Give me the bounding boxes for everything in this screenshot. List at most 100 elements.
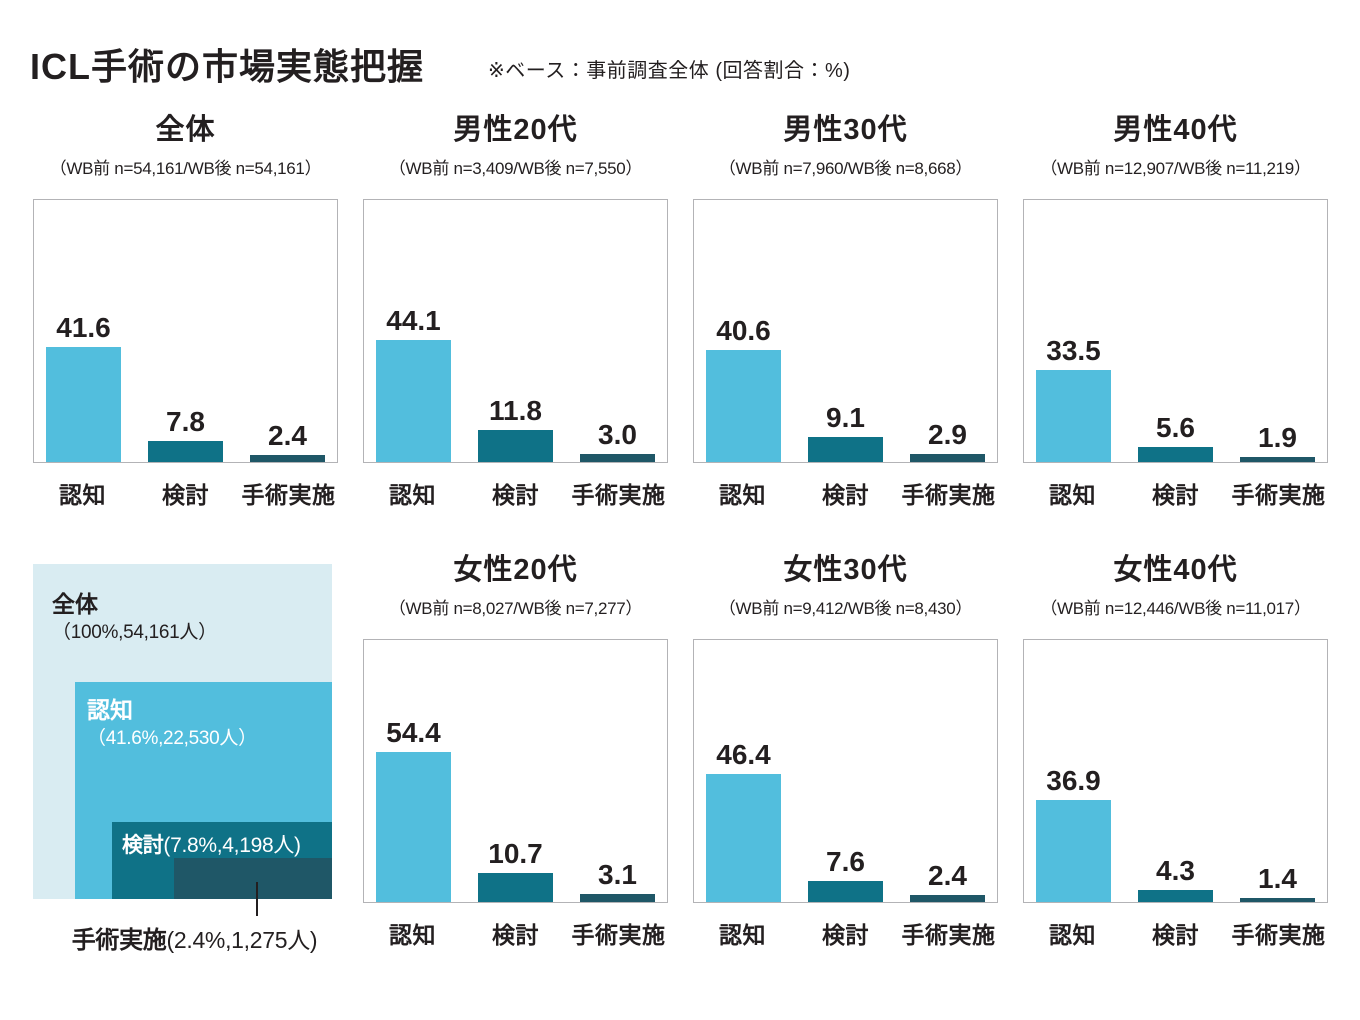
funnel-total-rect: 全体 （100%,54,161人） 認知 （41.6%,22,530人） 検討(…: [33, 564, 332, 899]
chart-female-20s: 女性20代 （WB前 n=8,027/WB後 n=7,277） 54.4 10.…: [363, 550, 668, 990]
bar-value-label: 33.5: [1046, 334, 1101, 366]
category-label-awareness: 認知: [1049, 482, 1096, 508]
funnel-total-label: 全体 （100%,54,161人）: [52, 590, 217, 645]
chart-title: 全体: [155, 114, 216, 146]
bar-value-label: 44.1: [386, 305, 441, 337]
bar-surgery: [910, 895, 985, 902]
funnel-total-title: 全体: [52, 591, 98, 617]
category-label-surgery: 手術実施: [571, 922, 666, 948]
bar-value-label: 10.7: [488, 837, 543, 869]
bar-value-label: 4.3: [1156, 855, 1195, 887]
plot-area: 33.5 5.6 1.9: [1023, 199, 1328, 463]
overall-funnel-diagram: 全体 （100%,54,161人） 認知 （41.6%,22,530人） 検討(…: [33, 564, 332, 964]
category-label-awareness: 認知: [719, 482, 766, 508]
bar-consideration: [808, 436, 883, 462]
bar-surgery: [580, 893, 655, 902]
bar-awareness: [376, 340, 451, 462]
category-label-consideration: 検討: [492, 922, 539, 948]
bar-value-label: 9.1: [826, 401, 865, 433]
chart-title: 女性20代: [453, 554, 578, 586]
bar-consideration: [808, 881, 883, 902]
bar-column: 5.6: [1138, 412, 1213, 462]
bar-column: 54.4: [376, 717, 451, 902]
bar-column: 7.8: [148, 405, 223, 462]
bar-consideration: [478, 429, 553, 462]
bar-awareness: [706, 350, 781, 462]
plot-area: 36.9 4.3 1.4: [1023, 639, 1328, 903]
bar-value-label: 46.4: [716, 739, 771, 770]
category-label-consideration: 検討: [1152, 922, 1199, 948]
bar-value-label: 2.9: [928, 419, 967, 450]
chart-female-40s: 女性40代 （WB前 n=12,446/WB後 n=11,017） 36.9 4…: [1023, 550, 1328, 990]
funnel-awareness-detail: （41.6%,22,530人）: [87, 728, 257, 749]
chart-subtitle: （WB前 n=12,446/WB後 n=11,017）: [1040, 599, 1311, 618]
bar-column: 40.6: [706, 315, 781, 462]
bar-value-label: 3.0: [598, 418, 637, 450]
bar-surgery: [580, 453, 655, 462]
chart-subtitle: （WB前 n=7,960/WB後 n=8,668）: [718, 159, 973, 178]
bar-column: 3.0: [580, 419, 655, 462]
bar-column: 46.4: [706, 739, 781, 902]
category-label-surgery: 手術実施: [1231, 482, 1326, 508]
category-label-surgery: 手術実施: [571, 482, 666, 508]
funnel-awareness-title: 認知: [87, 697, 133, 723]
bar-value-label: 1.9: [1258, 421, 1297, 453]
bar-column: 7.6: [808, 846, 883, 902]
bar-column: 36.9: [1036, 765, 1111, 902]
bar-column: 1.4: [1240, 863, 1315, 902]
plot-area: 54.4 10.7 3.1: [363, 639, 668, 903]
chart-male-20s: 男性20代 （WB前 n=3,409/WB後 n=7,550） 44.1 11.…: [363, 110, 668, 550]
funnel-consideration-title: 検討: [122, 834, 164, 857]
bar-value-label: 7.6: [826, 846, 865, 877]
funnel-surgery-detail: (2.4%,1,275人): [166, 927, 318, 953]
chart-overall: 全体 （WB前 n=54,161/WB後 n=54,161） 41.6 7.8 …: [33, 110, 338, 550]
category-label-awareness: 認知: [719, 922, 766, 948]
category-label-surgery: 手術実施: [901, 922, 996, 948]
bar-consideration: [148, 440, 223, 462]
bar-value-label: 40.6: [716, 315, 771, 346]
category-label-consideration: 検討: [822, 482, 869, 508]
category-label-surgery: 手術実施: [901, 482, 996, 508]
category-label-consideration: 検討: [492, 482, 539, 508]
category-labels: 認知 検討 手術実施: [1023, 476, 1328, 510]
bar-value-label: 5.6: [1156, 411, 1195, 443]
bar-column: 41.6: [46, 312, 121, 462]
bar-awareness: [46, 347, 121, 462]
category-label-awareness: 認知: [389, 482, 436, 508]
bar-column: 2.4: [250, 420, 325, 462]
category-labels: 認知 検討 手術実施: [33, 476, 338, 510]
chart-title: 男性20代: [453, 114, 578, 146]
chart-subtitle: （WB前 n=9,412/WB後 n=8,430）: [718, 599, 973, 618]
page-title: ICL手術の市場実態把握: [30, 46, 424, 87]
bar-value-label: 41.6: [56, 312, 111, 344]
funnel-surgery-label: 手術実施(2.4%,1,275人): [33, 920, 332, 955]
chart-male-40s: 男性40代 （WB前 n=12,907/WB後 n=11,219） 33.5 5…: [1023, 110, 1328, 550]
bar-value-label: 36.9: [1046, 765, 1101, 797]
bar-value-label: 7.8: [166, 405, 205, 437]
bar-awareness: [1036, 800, 1111, 902]
bar-value-label: 11.8: [489, 394, 542, 426]
chart-title: 男性40代: [1113, 114, 1238, 146]
chart-title: 女性30代: [783, 554, 908, 586]
plot-area: 41.6 7.8 2.4: [33, 199, 338, 463]
bar-consideration: [478, 872, 553, 902]
funnel-awareness-label: 認知 （41.6%,22,530人）: [87, 696, 257, 751]
bar-consideration: [1138, 446, 1213, 462]
plot-area: 44.1 11.8 3.0: [363, 199, 668, 463]
chart-female-30s: 女性30代 （WB前 n=9,412/WB後 n=8,430） 46.4 7.6…: [693, 550, 998, 990]
category-labels: 認知 検討 手術実施: [1023, 916, 1328, 950]
bar-column: 2.4: [910, 860, 985, 902]
chart-subtitle: （WB前 n=12,907/WB後 n=11,219）: [1040, 159, 1311, 178]
funnel-total-detail: （100%,54,161人）: [52, 622, 217, 643]
bar-surgery: [1240, 898, 1315, 902]
category-label-surgery: 手術実施: [1231, 922, 1326, 948]
bar-column: 11.8: [478, 394, 553, 462]
bar-column: 4.3: [1138, 855, 1213, 902]
category-labels: 認知 検討 手術実施: [363, 916, 668, 950]
funnel-consideration-label: 検討(7.8%,4,198人): [122, 829, 301, 859]
bar-consideration: [1138, 890, 1213, 902]
category-label-awareness: 認知: [1049, 922, 1096, 948]
bar-column: 2.9: [910, 419, 985, 462]
category-label-consideration: 検討: [822, 922, 869, 948]
chart-title: 女性40代: [1113, 554, 1238, 586]
